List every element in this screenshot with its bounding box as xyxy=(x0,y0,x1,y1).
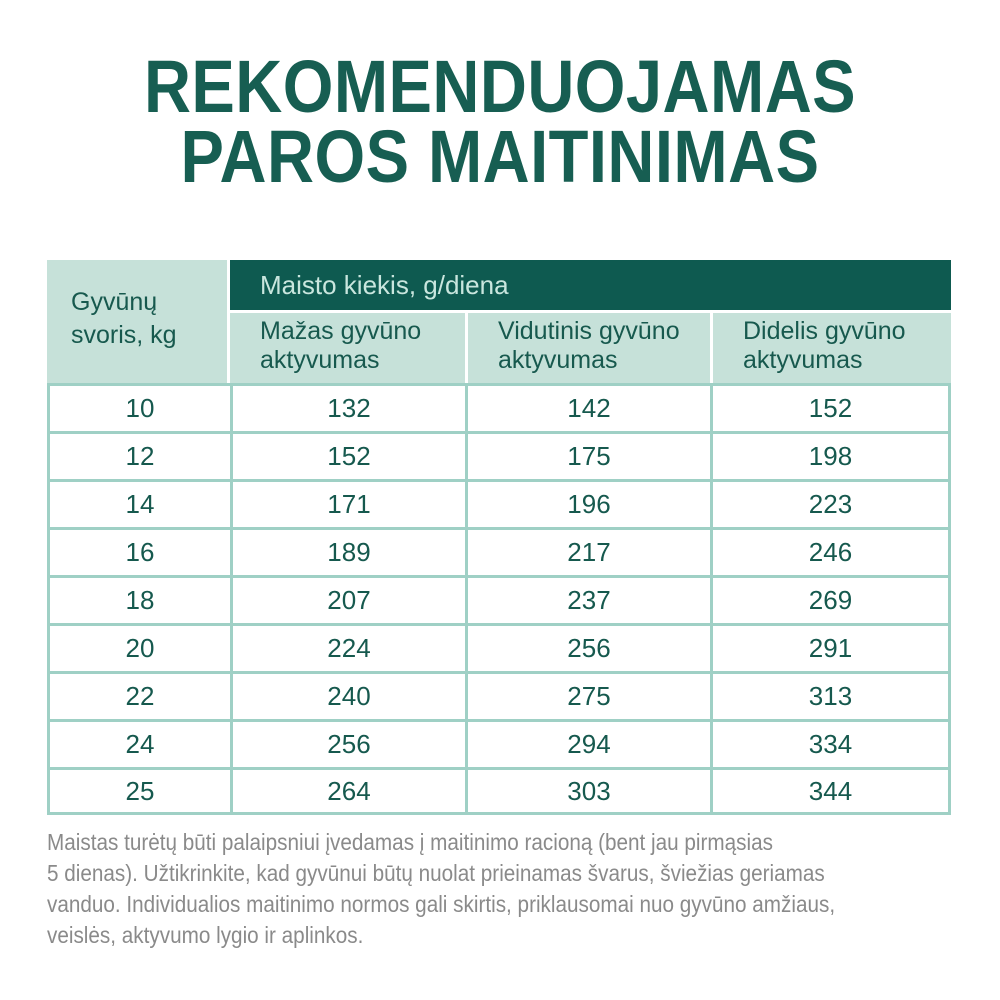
value-cell-medium: 196 xyxy=(465,479,710,527)
value-cell-high: 269 xyxy=(710,575,951,623)
table-row: 16 189 217 246 xyxy=(47,527,951,575)
activity-header-medium: Vidutinis gyvūno aktyvumas xyxy=(465,313,710,383)
value-cell-medium: 217 xyxy=(465,527,710,575)
value-cell-medium: 237 xyxy=(465,575,710,623)
value-cell-high: 152 xyxy=(710,383,951,431)
table-row: 25 264 303 344 xyxy=(47,767,951,815)
table-row: 18 207 237 269 xyxy=(47,575,951,623)
value-cell-high: 291 xyxy=(710,623,951,671)
weight-cell: 20 xyxy=(47,623,230,671)
page-title-line-1: REKOMENDUOJAMAS xyxy=(143,45,857,128)
weight-cell: 18 xyxy=(47,575,230,623)
value-cell-medium: 303 xyxy=(465,767,710,815)
weight-cell: 24 xyxy=(47,719,230,767)
footnote-line: Maistas turėtų būti palaipsniui įvedamas… xyxy=(47,829,773,855)
weight-cell: 14 xyxy=(47,479,230,527)
weight-cell: 16 xyxy=(47,527,230,575)
footnote: Maistas turėtų būti palaipsniui įvedamas… xyxy=(47,827,953,951)
value-cell-high: 223 xyxy=(710,479,951,527)
feeding-table: Gyvūnų svoris, kg Maisto kiekis, g/diena… xyxy=(47,260,951,815)
value-cell-low: 152 xyxy=(230,431,465,479)
value-cell-medium: 256 xyxy=(465,623,710,671)
value-cell-low: 224 xyxy=(230,623,465,671)
value-cell-low: 240 xyxy=(230,671,465,719)
weight-cell: 10 xyxy=(47,383,230,431)
table-row: 10 132 142 152 xyxy=(47,383,951,431)
value-cell-medium: 275 xyxy=(465,671,710,719)
value-cell-high: 344 xyxy=(710,767,951,815)
value-cell-medium: 294 xyxy=(465,719,710,767)
value-cell-medium: 175 xyxy=(465,431,710,479)
value-cell-low: 132 xyxy=(230,383,465,431)
feeding-table-header: Gyvūnų svoris, kg Maisto kiekis, g/diena… xyxy=(47,260,951,383)
value-cell-low: 264 xyxy=(230,767,465,815)
page-title-line-2: PAROS MAITINIMAS xyxy=(180,115,820,198)
footnote-line: vanduo. Individualios maitinimo normos g… xyxy=(47,891,836,917)
value-cell-high: 313 xyxy=(710,671,951,719)
value-cell-low: 171 xyxy=(230,479,465,527)
table-row: 14 171 196 223 xyxy=(47,479,951,527)
food-amount-header-cell: Maisto kiekis, g/diena xyxy=(230,260,951,313)
weight-cell: 22 xyxy=(47,671,230,719)
value-cell-low: 256 xyxy=(230,719,465,767)
value-cell-high: 198 xyxy=(710,431,951,479)
table-row: 22 240 275 313 xyxy=(47,671,951,719)
weight-header-cell: Gyvūnų svoris, kg xyxy=(47,260,230,383)
feeding-table-body: 10 132 142 152 12 152 175 198 14 171 196… xyxy=(47,383,951,815)
table-row: 12 152 175 198 xyxy=(47,431,951,479)
footnote-line: veislės, aktyvumo lygio ir aplinkos. xyxy=(47,922,364,948)
value-cell-low: 189 xyxy=(230,527,465,575)
weight-cell: 12 xyxy=(47,431,230,479)
activity-header-high: Didelis gyvūno aktyvumas xyxy=(710,313,951,383)
value-cell-high: 334 xyxy=(710,719,951,767)
value-cell-low: 207 xyxy=(230,575,465,623)
table-row: 20 224 256 291 xyxy=(47,623,951,671)
value-cell-medium: 142 xyxy=(465,383,710,431)
footnote-line: 5 dienas). Užtikrinkite, kad gyvūnui būt… xyxy=(47,860,825,886)
table-row: 24 256 294 334 xyxy=(47,719,951,767)
activity-header-low: Mažas gyvūno aktyvumas xyxy=(230,313,465,383)
value-cell-high: 246 xyxy=(710,527,951,575)
page-title: REKOMENDUOJAMAS PAROS MAITINIMAS xyxy=(60,0,940,198)
weight-cell: 25 xyxy=(47,767,230,815)
